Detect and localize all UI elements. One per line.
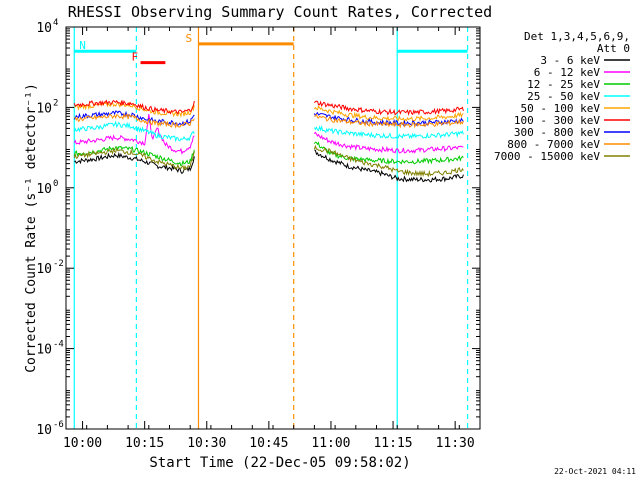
y-tick-base-3: 10 [36, 262, 52, 277]
series-line-3-seg1 [313, 125, 464, 140]
x-tick-label-0: 10:00 [63, 436, 102, 451]
x-tick-label-2: 10:30 [187, 436, 226, 451]
legend-label-6: 300 - 800 keV [514, 126, 600, 139]
series-line-8-seg1 [313, 144, 464, 178]
legend-label-1: 6 - 12 keV [534, 66, 601, 79]
legend-item-0: 3 - 6 keV [540, 54, 630, 67]
legend-header-line2: Att 0 [597, 42, 630, 55]
y-tick-base-4: 10 [36, 343, 52, 358]
y-tick-base-1: 10 [36, 101, 52, 116]
legend-label-7: 800 - 7000 keV [507, 138, 600, 151]
plot-area: N F S [73, 27, 469, 429]
x-axis-label: Start Time (22-Dec-05 09:58:02) [149, 455, 410, 471]
series-line-3-seg0 [73, 120, 195, 143]
flag-label-0: N [79, 39, 86, 52]
legend-item-6: 300 - 800 keV [514, 126, 630, 139]
y-tick-base-0: 10 [36, 21, 52, 36]
legend-item-2: 12 - 25 keV [527, 78, 630, 91]
legend-item-3: 25 - 50 keV [527, 90, 630, 103]
y-tick-exp-2: 0 [53, 179, 58, 189]
series-line-2-seg0 [73, 145, 195, 167]
series-line-0-seg1 [314, 149, 464, 183]
chart-title: RHESSI Observing Summary Count Rates, Co… [68, 3, 492, 21]
series-line-1-seg0 [73, 114, 195, 155]
series-line-8-seg0 [73, 146, 195, 172]
y-tick-base-5: 10 [36, 423, 52, 438]
series-line-7-seg1 [314, 113, 464, 129]
series-line-5-seg0 [73, 99, 195, 115]
legend-label-0: 3 - 6 keV [540, 54, 600, 67]
date-stamp: 22-Oct-2021 04:11 [554, 467, 636, 476]
y-axis-label: Corrected Count Rate (s⁻¹ detector⁻¹) [24, 83, 39, 373]
x-axis: 10:00 10:15 10:30 10:45 11:00 11:15 11:30 [63, 27, 481, 451]
series-line-5-seg1 [314, 100, 464, 117]
legend-item-5: 100 - 300 keV [514, 114, 630, 127]
flag-label-2: S [185, 32, 192, 45]
series-line-4-seg1 [313, 105, 464, 122]
series-line-1-seg1 [313, 131, 464, 154]
legend-item-7: 800 - 7000 keV [507, 138, 630, 151]
y-tick-exp-0: 4 [53, 18, 58, 28]
legend-item-8: 7000 - 15000 keV [494, 150, 630, 163]
x-tick-label-5: 11:15 [373, 436, 412, 451]
legend-item-4: 50 - 100 keV [521, 102, 630, 115]
x-tick-label-6: 11:30 [436, 436, 475, 451]
y-tick-exp-3: -2 [53, 259, 64, 269]
flag-label-1: F [132, 51, 139, 64]
plot-frame [65, 26, 481, 430]
legend-label-5: 100 - 300 keV [514, 114, 600, 127]
series-line-2-seg1 [313, 141, 464, 165]
y-tick-exp-5: -6 [53, 420, 64, 430]
y-tick-base-2: 10 [36, 182, 52, 197]
legend-label-8: 7000 - 15000 keV [494, 150, 600, 163]
legend-label-4: 50 - 100 keV [521, 102, 601, 115]
x-tick-label-1: 10:15 [125, 436, 164, 451]
x-tick-label-4: 11:00 [311, 436, 350, 451]
y-tick-exp-1: 2 [53, 98, 58, 108]
legend-label-3: 25 - 50 keV [527, 90, 600, 103]
legend-label-2: 12 - 25 keV [527, 78, 600, 91]
legend-item-1: 6 - 12 keV [534, 66, 630, 79]
x-tick-label-3: 10:45 [249, 436, 288, 451]
legend-header-line1: Det 1,3,4,5,6,9, [524, 30, 630, 43]
series-line-7-seg0 [74, 112, 195, 129]
y-tick-exp-4: -4 [53, 340, 64, 350]
